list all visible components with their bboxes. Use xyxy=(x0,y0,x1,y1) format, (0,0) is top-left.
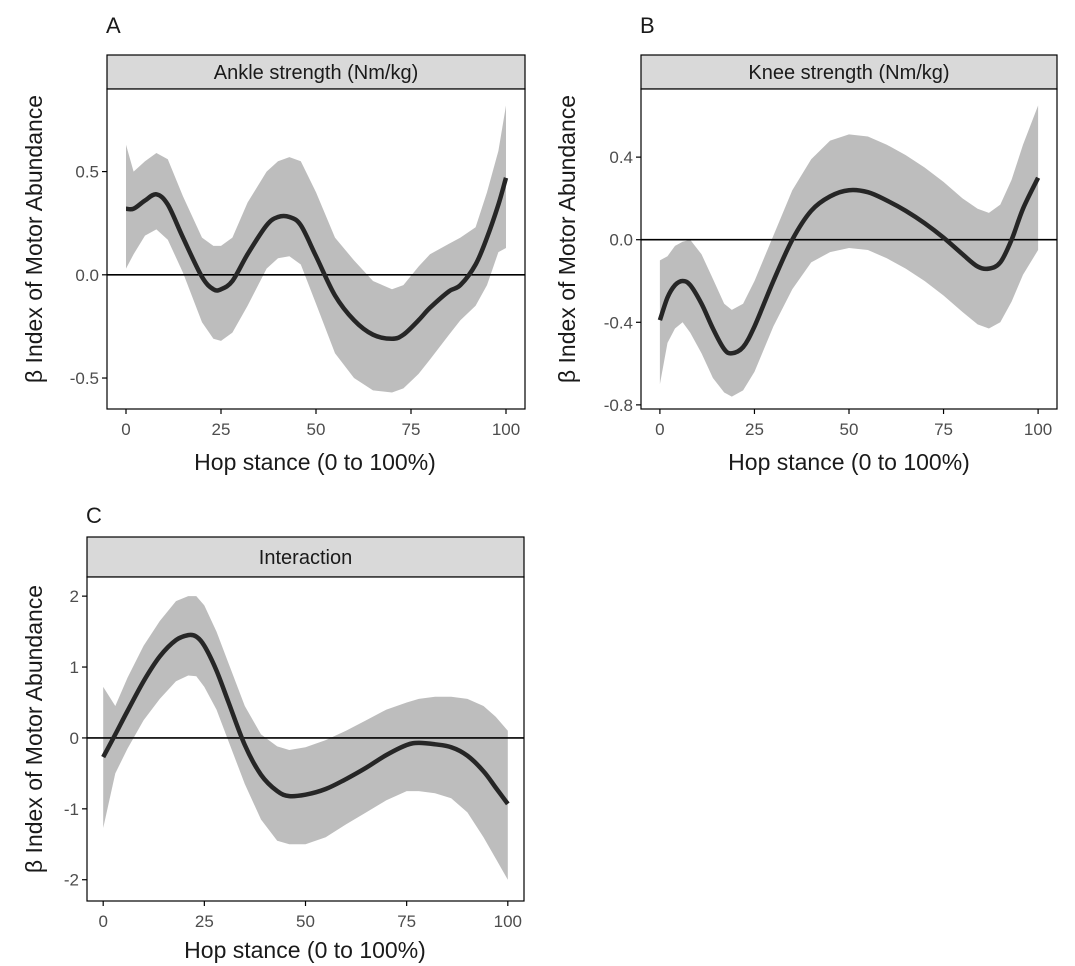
x-tick-label: 75 xyxy=(402,420,421,439)
panel-a: Ankle strength (Nm/kg) A -0.5 0.0 0.5 0 25 50 75… xyxy=(21,13,526,475)
x-axis-title: Hop stance (0 to 100%) xyxy=(194,449,436,475)
panel-tag: C xyxy=(86,503,102,528)
facet-strip-label: Knee strength (Nm/kg) xyxy=(748,62,949,84)
series-line xyxy=(657,176,1041,356)
panel-b: Knee strength (Nm/kg) B -0.8 -0.4 0.0 0.4 0 25 5… xyxy=(554,13,1058,475)
facet-strip xyxy=(640,54,1058,90)
x-tick-label: 25 xyxy=(195,912,214,931)
plot-layer xyxy=(87,596,524,880)
y-tick-label: -0.5 xyxy=(70,369,99,388)
x-axis-title: Hop stance (0 to 100%) xyxy=(728,449,970,475)
x-tick-label: 75 xyxy=(397,912,416,931)
y-tick-label: 2 xyxy=(70,587,79,606)
confidence-ribbon xyxy=(126,105,506,393)
y-axis-title: β Index of Motor Abundance xyxy=(21,585,47,873)
y-tick-label: -0.4 xyxy=(604,313,633,332)
x-tick-label: 50 xyxy=(840,420,859,439)
series-line xyxy=(101,632,510,806)
panel-tag: B xyxy=(640,13,655,38)
y-tick-label: 0.0 xyxy=(75,266,99,285)
panel-tag: A xyxy=(106,13,121,38)
y-tick-label: 0.5 xyxy=(75,163,99,182)
y-tick-label: 1 xyxy=(70,658,79,677)
x-tick-label: 50 xyxy=(307,420,326,439)
y-tick-label: 0.4 xyxy=(609,148,633,167)
x-tick-label: 100 xyxy=(1024,420,1052,439)
x-tick-label: 100 xyxy=(494,912,522,931)
y-tick-label: 0.0 xyxy=(609,231,633,250)
x-axis-title: Hop stance (0 to 100%) xyxy=(184,937,426,963)
x-tick-label: 100 xyxy=(492,420,520,439)
y-axis-title: β Index of Motor Abundance xyxy=(21,95,47,383)
x-tick-label: 75 xyxy=(934,420,953,439)
facet-strip xyxy=(86,536,525,578)
y-tick-label: 0 xyxy=(70,729,79,748)
facet-strip-label: Ankle strength (Nm/kg) xyxy=(214,62,419,84)
y-tick-label: -1 xyxy=(64,800,79,819)
y-tick-label: -2 xyxy=(64,871,79,890)
y-tick-label: -0.8 xyxy=(604,396,633,415)
confidence-ribbon xyxy=(103,596,508,880)
x-tick-label: 0 xyxy=(121,420,130,439)
panel-c: Interaction C -2 -1 0 1 2 0 25 50 75 100 Hop stance … xyxy=(21,503,525,963)
x-tick-label: 50 xyxy=(296,912,315,931)
x-tick-label: 0 xyxy=(98,912,107,931)
series-line xyxy=(125,177,509,342)
y-axis-title: β Index of Motor Abundance xyxy=(554,95,580,383)
facet-strip xyxy=(106,54,526,90)
x-tick-label: 25 xyxy=(745,420,764,439)
x-tick-label: 25 xyxy=(212,420,231,439)
x-tick-label: 0 xyxy=(655,420,664,439)
plot-layer xyxy=(107,105,525,393)
facet-strip-label: Interaction xyxy=(259,547,352,569)
plot-layer xyxy=(641,105,1057,397)
